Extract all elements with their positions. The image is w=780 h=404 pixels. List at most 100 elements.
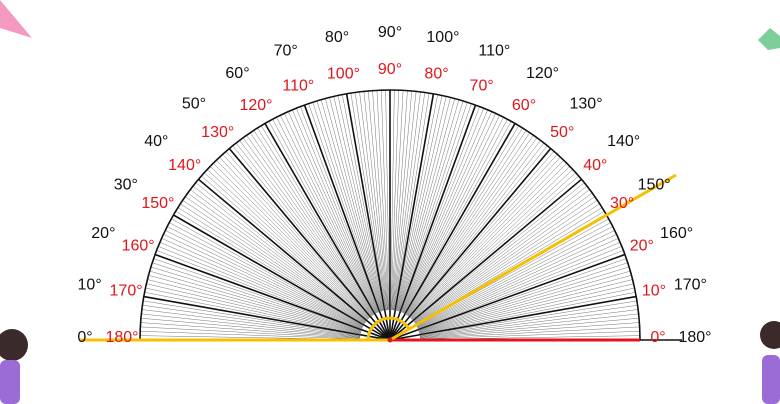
minor-ray [413, 189, 590, 323]
outer-label: 110° [478, 43, 510, 60]
minor-ray [413, 182, 585, 322]
outer-label: 170° [674, 276, 707, 293]
minor-ray [417, 238, 619, 329]
minor-ray [419, 322, 640, 339]
minor-ray [418, 262, 628, 331]
minor-ray [163, 234, 363, 328]
minor-ray [411, 169, 574, 320]
minor-ray [416, 230, 615, 328]
minor-ray [414, 199, 598, 324]
minor-ray [276, 117, 377, 314]
minor-ray [399, 102, 468, 312]
inner-label: 140° [168, 157, 201, 174]
major-ray [389, 147, 552, 341]
minor-ray [363, 91, 388, 311]
minor-ray [161, 238, 363, 329]
minor-ray [216, 159, 370, 319]
minor-ray [411, 163, 567, 319]
major-ray [173, 214, 391, 341]
minor-ray [308, 103, 381, 312]
ruler-decoration [0, 0, 32, 38]
minor-ray [403, 119, 508, 314]
minor-ray [391, 90, 404, 311]
minor-ray [239, 140, 373, 317]
inner-label: 50° [550, 124, 574, 141]
minor-ray [146, 283, 361, 334]
minor-ray [401, 111, 492, 313]
minor-ray [419, 300, 637, 336]
minor-ray [397, 97, 451, 311]
minor-ray [284, 113, 378, 313]
inner-label: 130° [201, 124, 234, 141]
minor-ray [404, 121, 512, 314]
major-ray [389, 123, 516, 341]
minor-ray [337, 95, 385, 311]
minor-ray [213, 163, 369, 319]
minor-ray [187, 192, 366, 323]
minor-ray [171, 218, 364, 326]
minor-ray [419, 309, 639, 337]
minor-ray [257, 127, 375, 315]
outer-label: 70° [274, 43, 298, 60]
minor-ray [397, 98, 455, 312]
outer-label: 150° [638, 177, 671, 194]
inner-label: 40° [583, 157, 607, 174]
outer-label: 80° [325, 29, 349, 46]
minor-ray [402, 113, 496, 313]
minor-ray [141, 309, 361, 337]
minor-ray [398, 100, 464, 312]
minor-ray [414, 192, 593, 323]
minor-ray [333, 96, 384, 311]
inner-label: 0° [650, 329, 665, 346]
minor-ray [167, 226, 364, 327]
degree-rays [140, 90, 640, 341]
minor-ray [406, 132, 531, 316]
minor-ray [394, 93, 430, 311]
minor-ray [219, 156, 370, 319]
minor-ray [204, 172, 368, 321]
minor-ray [195, 182, 367, 322]
minor-ray [192, 185, 367, 322]
inner-label: 150° [141, 195, 174, 212]
minor-ray [418, 258, 627, 331]
minor-ray [411, 166, 571, 320]
outer-label: 50° [182, 96, 206, 113]
minor-ray [235, 142, 372, 317]
minor-ray [209, 166, 369, 320]
minor-ray [419, 313, 639, 338]
minor-ray [329, 97, 383, 311]
minor-ray [206, 169, 369, 320]
minor-ray [376, 90, 389, 311]
minor-ray [401, 108, 484, 313]
minor-ray [222, 154, 371, 318]
inner-label: 170° [110, 283, 143, 300]
minor-ray [148, 275, 362, 333]
minor-ray [253, 130, 374, 315]
child-right [760, 321, 780, 349]
minor-ray [407, 135, 534, 316]
major-ray [389, 104, 477, 341]
minor-ray [418, 266, 630, 332]
outer-label: 0° [77, 329, 92, 346]
major-ray [154, 253, 391, 341]
major-ray [228, 147, 391, 341]
minor-ray [396, 96, 447, 311]
minor-ray [246, 135, 373, 316]
outer-label: 140° [607, 133, 640, 150]
outer-label: 100° [426, 29, 459, 46]
minor-ray [165, 230, 364, 328]
outer-label: 120° [526, 65, 559, 82]
minor-ray [419, 279, 633, 333]
minor-ray [417, 234, 617, 328]
minor-ray [419, 326, 640, 339]
minor-ray [401, 109, 488, 313]
major-ray [264, 123, 391, 341]
child-left-body [0, 360, 20, 404]
minor-ray [272, 119, 377, 314]
minor-ray [159, 242, 363, 329]
minor-ray [408, 142, 545, 317]
minor-ray [288, 111, 379, 313]
minor-ray [367, 90, 388, 311]
minor-ray [405, 125, 519, 315]
minor-ray [268, 121, 376, 314]
